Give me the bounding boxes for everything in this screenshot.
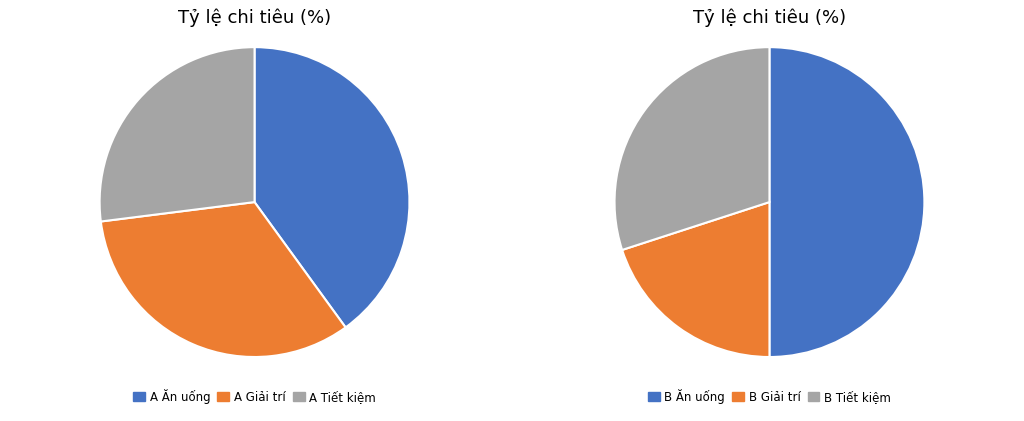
Wedge shape: [623, 202, 769, 357]
Wedge shape: [255, 47, 410, 328]
Title: Tỷ lệ chi tiêu (%): Tỷ lệ chi tiêu (%): [693, 8, 846, 27]
Legend: A Ăn uống, A Giải trí, A Tiết kiệm: A Ăn uống, A Giải trí, A Tiết kiệm: [128, 384, 381, 408]
Wedge shape: [100, 202, 346, 357]
Wedge shape: [99, 47, 255, 221]
Wedge shape: [614, 47, 769, 250]
Legend: B Ăn uống, B Giải trí, B Tiết kiệm: B Ăn uống, B Giải trí, B Tiết kiệm: [643, 384, 896, 408]
Wedge shape: [769, 47, 925, 357]
Title: Tỷ lệ chi tiêu (%): Tỷ lệ chi tiêu (%): [178, 8, 331, 27]
